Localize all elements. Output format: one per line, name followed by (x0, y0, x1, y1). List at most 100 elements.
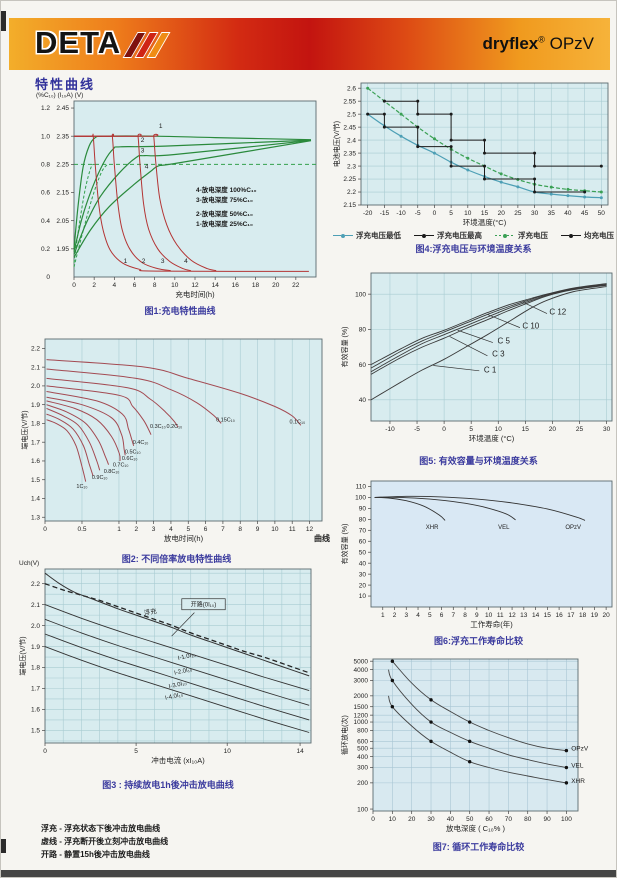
svg-text:13: 13 (520, 612, 528, 619)
figure7-plot: 0 10 20 30 40 50 60 70 80 90 100 5000 4000 3000 2000 15… (339, 651, 616, 839)
svg-text:80: 80 (359, 327, 367, 334)
product-name-rest: OPzV (544, 34, 594, 53)
figure1-caption: 图1:充电特性曲线 (144, 306, 216, 316)
svg-text:XHR: XHR (571, 778, 585, 785)
page-title: 特性曲线 (35, 77, 96, 92)
svg-text:1.6: 1.6 (31, 458, 40, 465)
svg-text:C 3: C 3 (492, 350, 505, 359)
svg-text:20: 20 (549, 426, 557, 433)
svg-text:600: 600 (357, 739, 368, 746)
svg-text:端电压(V/节): 端电压(V/节) (20, 410, 29, 449)
svg-text:20: 20 (408, 816, 416, 823)
svg-text:-5: -5 (415, 210, 421, 217)
svg-text:10: 10 (271, 526, 279, 533)
svg-text:放电深度 ( C₁₀% ): 放电深度 ( C₁₀% ) (446, 823, 505, 833)
figure2-discharge-rate-curves: 0 0.5 1 2 3 4 5 6 7 8 9 10 11 12 2.2 2.1 2.0 1.9 1.8 1.7 1.6… (19, 331, 334, 565)
svg-text:100: 100 (357, 806, 368, 813)
svg-text:30: 30 (427, 816, 435, 823)
svg-text:30: 30 (531, 210, 539, 217)
svg-text:OPzV: OPzV (565, 525, 581, 531)
svg-text:1.8: 1.8 (31, 421, 40, 428)
legend-line: 4-放电深度 100%C₁₀ (196, 187, 257, 194)
svg-text:C 10: C 10 (522, 322, 539, 331)
svg-text:开路(0I₁₀): 开路(0I₁₀) (191, 601, 217, 609)
svg-text:0: 0 (43, 748, 47, 755)
svg-text:400: 400 (357, 754, 368, 761)
svg-text:25: 25 (514, 210, 522, 217)
svg-text:4000: 4000 (354, 667, 369, 674)
svg-text:2.4: 2.4 (347, 137, 356, 144)
svg-text:I-2.0I₁₀: I-2.0I₁₀ (174, 667, 194, 677)
svg-text:0.8C₁₀: 0.8C₁₀ (104, 469, 120, 475)
svg-text:3: 3 (161, 258, 165, 265)
svg-text:30: 30 (603, 426, 611, 433)
svg-text:80: 80 (359, 517, 367, 524)
svg-text:14: 14 (532, 612, 540, 619)
legend-marker (333, 233, 353, 238)
svg-text:0.5: 0.5 (77, 526, 86, 533)
svg-text:1.6: 1.6 (31, 707, 40, 714)
svg-text:2.5: 2.5 (347, 111, 356, 118)
svg-text:0.2C₁₀: 0.2C₁₀ (167, 424, 183, 430)
svg-text:1.2: 1.2 (41, 105, 50, 112)
svg-text:2.45: 2.45 (56, 105, 69, 112)
logo-stripes (122, 32, 171, 58)
figure4-legend: 浮充电压最低 浮充电压最高 浮充电压 均充电压 (331, 230, 616, 241)
svg-text:4: 4 (112, 282, 116, 289)
svg-text:14: 14 (296, 748, 304, 755)
svg-text:16: 16 (232, 282, 240, 289)
svg-text:2.6: 2.6 (347, 85, 356, 92)
svg-text:12: 12 (508, 612, 516, 619)
svg-text:12: 12 (306, 526, 314, 533)
svg-text:5: 5 (428, 612, 432, 619)
figure3-impulse-discharge-curves: 0 5 10 14 2.2 2.1 2.0 1.9 1.8 1.7 1.6 1.5 冲击电流 (xI₁₀… (17, 557, 319, 791)
svg-text:1C₁₀: 1C₁₀ (76, 484, 87, 490)
svg-text:15: 15 (544, 612, 552, 619)
svg-text:2.55: 2.55 (343, 98, 356, 105)
figure3-plot: 0 5 10 14 2.2 2.1 2.0 1.9 1.8 1.7 1.6 1.5 冲击电流 (xI₁₀… (17, 557, 319, 777)
svg-text:17: 17 (567, 612, 575, 619)
figure5-plot: -10 -5 0 5 10 15 20 25 30 100 80 60 40 环境温度 (°C) 有效容量 … (339, 267, 616, 453)
svg-text:1.5: 1.5 (31, 728, 40, 735)
deta-logo-text: DETA (35, 25, 122, 60)
svg-text:Uch(V): Uch(V) (19, 560, 39, 567)
footnote-line: 浮充 - 浮充状态下後冲击放电曲线 (41, 824, 161, 833)
svg-text:2.25: 2.25 (343, 176, 356, 183)
svg-text:0: 0 (72, 282, 76, 289)
svg-text:19: 19 (591, 612, 599, 619)
svg-text:4: 4 (416, 612, 420, 619)
svg-text:500: 500 (357, 745, 368, 752)
figure1-charge-characteristics: 0 2 4 6 8 10 12 14 16 18 20 22 2.45 2.35 2.25 2.15 2.05 1… (34, 89, 326, 317)
svg-text:1.7: 1.7 (31, 686, 40, 693)
svg-text:5000: 5000 (354, 658, 369, 665)
header-bar: DETA dryflex® OPzV (9, 18, 610, 70)
svg-text:10: 10 (171, 282, 179, 289)
svg-text:45: 45 (581, 210, 589, 217)
svg-text:90: 90 (359, 506, 367, 513)
svg-text:2: 2 (134, 526, 138, 533)
legend-item: 浮充电压 (495, 230, 548, 241)
svg-text:2: 2 (92, 282, 96, 289)
svg-text:0: 0 (43, 526, 47, 533)
svg-text:50: 50 (359, 549, 367, 556)
legend-label: 浮充电压 (518, 231, 548, 240)
figure4-plot: -20 -15 -10 -5 0 5 10 15 20 25 30 35 40 45 50 2.6 2.55 2.… (331, 77, 616, 227)
svg-text:电池电压(V/节): 电池电压(V/节) (332, 121, 341, 167)
svg-text:6: 6 (204, 526, 208, 533)
legend-marker (495, 233, 515, 238)
figure5-capacity-vs-temperature: -10 -5 0 5 10 15 20 25 30 100 80 60 40 环境温度 (°C) 有效容量 … (339, 267, 616, 467)
svg-text:2: 2 (142, 258, 146, 265)
svg-text:2.0: 2.0 (31, 623, 40, 630)
svg-text:1.3: 1.3 (31, 514, 40, 521)
svg-text:1.4: 1.4 (31, 496, 40, 503)
svg-text:8: 8 (463, 612, 467, 619)
figure3-caption: 图3 : 持续放电1h後冲击放电曲线 (102, 780, 234, 790)
svg-text:300: 300 (357, 765, 368, 772)
svg-text:1500: 1500 (354, 704, 369, 711)
legend-item: 均充电压 (561, 230, 614, 241)
svg-text:15: 15 (481, 210, 489, 217)
legend-label: 均充电压 (584, 231, 614, 240)
svg-text:10: 10 (464, 210, 472, 217)
footnote-line: 虚线 - 浮充断开後立刻冲击放电曲线 (41, 836, 169, 846)
svg-text:I-1.0I₁₀: I-1.0I₁₀ (177, 652, 197, 662)
